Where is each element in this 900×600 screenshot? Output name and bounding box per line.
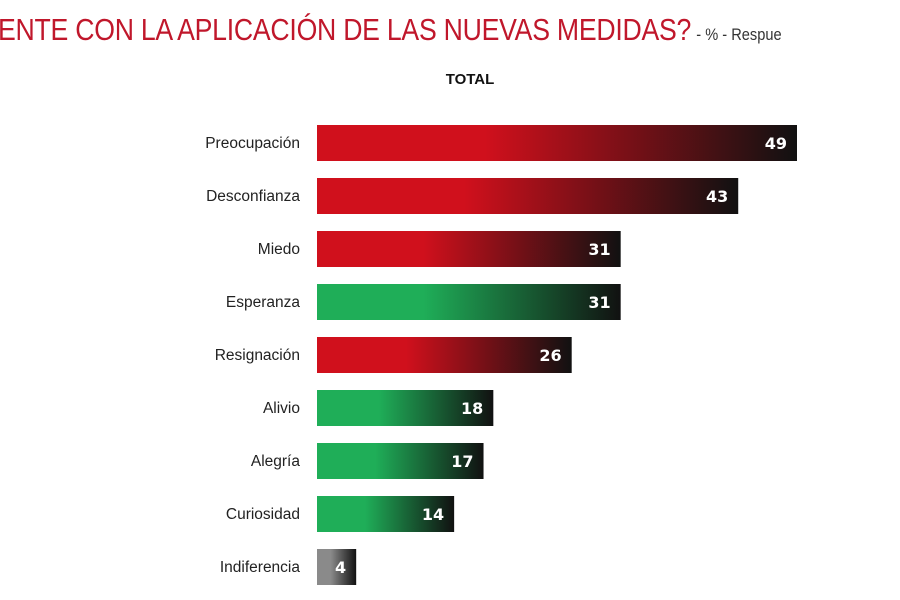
bar-curiosidad bbox=[317, 496, 455, 532]
data-label: 49 bbox=[765, 134, 787, 153]
data-label: 4 bbox=[335, 558, 346, 577]
data-label: 31 bbox=[588, 293, 610, 312]
data-label: 14 bbox=[422, 505, 444, 524]
category-label: Preocupación bbox=[205, 135, 300, 152]
category-label: Miedo bbox=[258, 241, 300, 258]
category-label: Alegría bbox=[251, 453, 300, 470]
title-question: ENTE CON LA APLICACIÓN DE LAS NUEVAS MED… bbox=[0, 12, 692, 47]
category-label: Resignación bbox=[215, 347, 300, 364]
bar-preocupación bbox=[317, 125, 797, 161]
bar-resignación bbox=[317, 337, 572, 373]
chart-subtitle: TOTAL bbox=[445, 71, 495, 88]
data-label: 26 bbox=[539, 346, 561, 365]
bar-desconfianza bbox=[317, 178, 739, 214]
category-label: Curiosidad bbox=[226, 506, 300, 523]
category-label: Esperanza bbox=[226, 294, 300, 311]
bar-indiferencia bbox=[317, 549, 357, 585]
category-label: Alivio bbox=[263, 400, 300, 417]
chart-title: ENTE CON LA APLICACIÓN DE LAS NUEVAS MED… bbox=[0, 12, 782, 48]
data-label: 43 bbox=[706, 187, 728, 206]
title-suffix: - % - Respue bbox=[696, 25, 782, 44]
bar-alivio bbox=[317, 390, 494, 426]
bar-alegría bbox=[317, 443, 484, 479]
data-label: 18 bbox=[461, 399, 483, 418]
data-label: 31 bbox=[588, 240, 610, 259]
bar-esperanza bbox=[317, 284, 621, 320]
data-label: 17 bbox=[451, 452, 473, 471]
bar-miedo bbox=[317, 231, 621, 267]
category-label: Desconfianza bbox=[206, 188, 300, 205]
category-label: Indiferencia bbox=[220, 559, 301, 576]
